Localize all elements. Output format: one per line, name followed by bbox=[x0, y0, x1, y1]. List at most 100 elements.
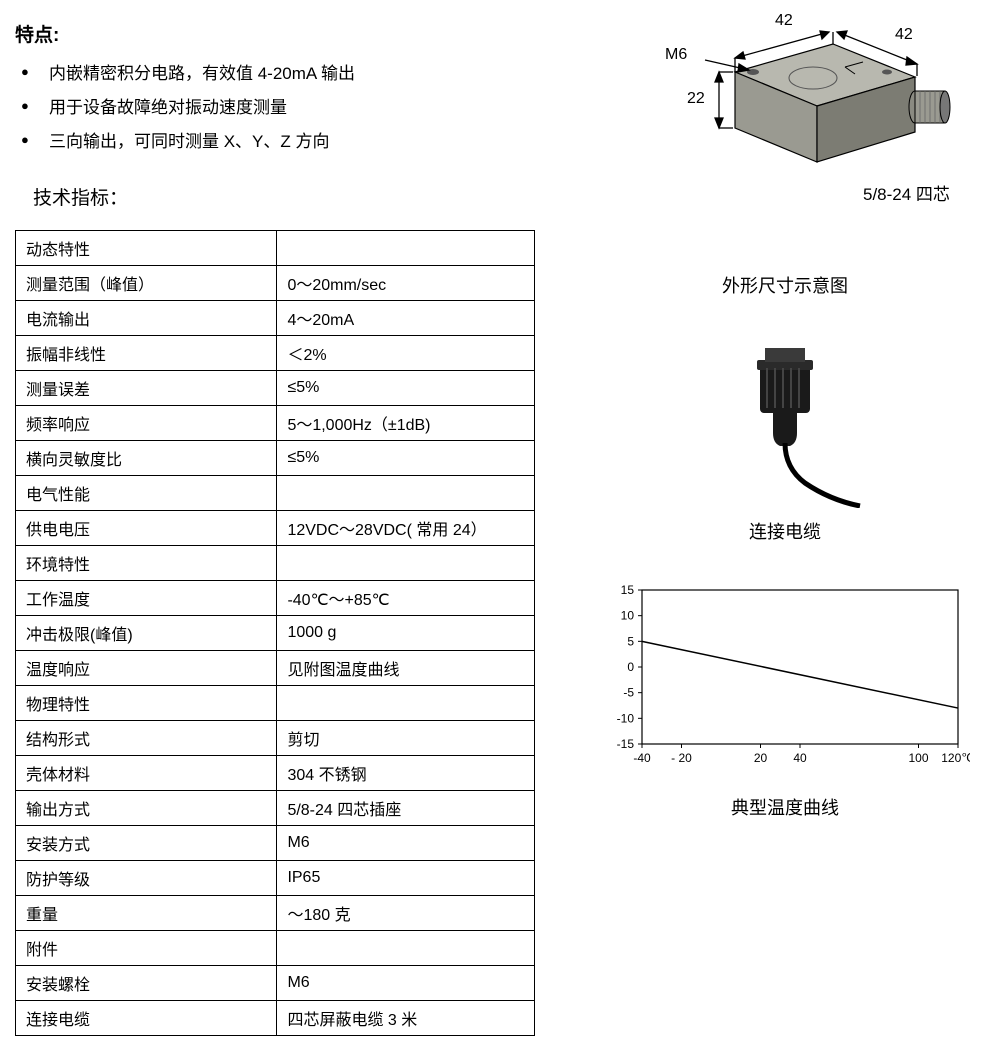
tech-title: 技术指标： bbox=[33, 183, 555, 210]
svg-text:0: 0 bbox=[627, 660, 634, 674]
table-row: 附件 bbox=[16, 931, 535, 966]
feature-item: 三向输出，可同时测量 X、Y、Z 方向 bbox=[21, 125, 555, 159]
spec-label: 重量 bbox=[16, 896, 277, 931]
spec-label: 附件 bbox=[16, 931, 277, 966]
table-row: 输出方式5/8-24 四芯插座 bbox=[16, 791, 535, 826]
chart-caption: 典型温度曲线 bbox=[731, 794, 839, 820]
spec-value: 剪切 bbox=[277, 721, 535, 756]
spec-label: 环境特性 bbox=[16, 546, 277, 581]
spec-label: 输出方式 bbox=[16, 791, 277, 826]
table-row: 环境特性 bbox=[16, 546, 535, 581]
spec-value: 5～1,000Hz（±1dB) bbox=[277, 406, 535, 441]
table-row: 物理特性 bbox=[16, 686, 535, 721]
feature-item: 用于设备故障绝对振动速度测量 bbox=[21, 91, 555, 125]
features-list: 内嵌精密积分电路，有效值 4-20mA 输出 用于设备故障绝对振动速度测量 三向… bbox=[15, 57, 555, 159]
table-row: 电流输出4～20mA bbox=[16, 301, 535, 336]
spec-value: ≤5% bbox=[277, 371, 535, 406]
spec-label: 横向灵敏度比 bbox=[16, 441, 277, 476]
spec-value: 1000 g bbox=[277, 616, 535, 651]
thread-label: M6 bbox=[665, 46, 687, 64]
table-row: 供电电压12VDC～28VDC( 常用 24） bbox=[16, 511, 535, 546]
table-row: 振幅非线性＜2% bbox=[16, 336, 535, 371]
table-row: 壳体材料304 不锈钢 bbox=[16, 756, 535, 791]
svg-text:10: 10 bbox=[621, 609, 635, 623]
spec-value: 5/8-24 四芯插座 bbox=[277, 791, 535, 826]
svg-text:-5: -5 bbox=[623, 686, 634, 700]
spec-label: 电气性能 bbox=[16, 476, 277, 511]
table-row: 防护等级IP65 bbox=[16, 861, 535, 896]
cable-diagram: 连接电缆 bbox=[685, 338, 885, 544]
svg-text:20: 20 bbox=[754, 751, 768, 765]
spec-value bbox=[277, 686, 535, 721]
spec-value: ＜2% bbox=[277, 336, 535, 371]
spec-value: ≤5% bbox=[277, 441, 535, 476]
svg-text:120℃: 120℃ bbox=[941, 751, 970, 765]
spec-value: 12VDC～28VDC( 常用 24） bbox=[277, 511, 535, 546]
spec-label: 电流输出 bbox=[16, 301, 277, 336]
spec-label: 工作温度 bbox=[16, 581, 277, 616]
spec-value: 0～20mm/sec bbox=[277, 266, 535, 301]
dim-top1: 42 bbox=[775, 12, 793, 30]
spec-label: 测量误差 bbox=[16, 371, 277, 406]
spec-value: M6 bbox=[277, 966, 535, 1001]
table-row: 测量误差≤5% bbox=[16, 371, 535, 406]
table-row: 动态特性 bbox=[16, 231, 535, 266]
spec-value: 4～20mA bbox=[277, 301, 535, 336]
table-row: 安装方式M6 bbox=[16, 826, 535, 861]
svg-text:-15: -15 bbox=[617, 737, 635, 751]
dim-top2: 42 bbox=[895, 26, 913, 44]
spec-label: 连接电缆 bbox=[16, 1001, 277, 1036]
spec-label: 温度响应 bbox=[16, 651, 277, 686]
feature-item: 内嵌精密积分电路，有效值 4-20mA 输出 bbox=[21, 57, 555, 91]
table-row: 温度响应见附图温度曲线 bbox=[16, 651, 535, 686]
table-row: 工作温度-40℃～+85℃ bbox=[16, 581, 535, 616]
spec-label: 冲击极限(峰值) bbox=[16, 616, 277, 651]
svg-text:-40: -40 bbox=[633, 751, 651, 765]
temperature-chart: -15 -10 -5 0 5 10 15 -40 - 20 20 40 100 120℃ 典型温度曲线 bbox=[600, 582, 970, 820]
table-row: 电气性能 bbox=[16, 476, 535, 511]
table-row: 安装螺栓M6 bbox=[16, 966, 535, 1001]
spec-label: 壳体材料 bbox=[16, 756, 277, 791]
spec-label: 供电电压 bbox=[16, 511, 277, 546]
spec-label: 结构形式 bbox=[16, 721, 277, 756]
spec-value: 见附图温度曲线 bbox=[277, 651, 535, 686]
svg-text:5: 5 bbox=[627, 634, 634, 648]
table-row: 结构形式剪切 bbox=[16, 721, 535, 756]
spec-value bbox=[277, 231, 535, 266]
spec-value: -40℃～+85℃ bbox=[277, 581, 535, 616]
spec-value: ～180 克 bbox=[277, 896, 535, 931]
spec-label: 安装螺栓 bbox=[16, 966, 277, 1001]
table-row: 测量范围（峰值）0～20mm/sec bbox=[16, 266, 535, 301]
table-row: 连接电缆四芯屏蔽电缆 3 米 bbox=[16, 1001, 535, 1036]
spec-table: 动态特性测量范围（峰值）0～20mm/sec电流输出4～20mA振幅非线性＜2%… bbox=[15, 230, 535, 1036]
spec-label: 防护等级 bbox=[16, 861, 277, 896]
spec-value bbox=[277, 476, 535, 511]
spec-value bbox=[277, 546, 535, 581]
sensor-diagram: 42 42 22 M6 5/8-24 四芯 bbox=[605, 12, 965, 212]
cable-caption: 连接电缆 bbox=[749, 518, 821, 544]
svg-text:100: 100 bbox=[908, 751, 928, 765]
spec-label: 频率响应 bbox=[16, 406, 277, 441]
sensor-caption: 外形尺寸示意图 bbox=[722, 272, 848, 298]
connector-label: 5/8-24 四芯 bbox=[863, 180, 950, 205]
spec-value: 四芯屏蔽电缆 3 米 bbox=[277, 1001, 535, 1036]
spec-label: 安装方式 bbox=[16, 826, 277, 861]
spec-value bbox=[277, 931, 535, 966]
dim-left: 22 bbox=[687, 90, 705, 108]
spec-value: IP65 bbox=[277, 861, 535, 896]
spec-value: 304 不锈钢 bbox=[277, 756, 535, 791]
svg-text:40: 40 bbox=[793, 751, 807, 765]
spec-label: 测量范围（峰值） bbox=[16, 266, 277, 301]
spec-label: 物理特性 bbox=[16, 686, 277, 721]
spec-label: 振幅非线性 bbox=[16, 336, 277, 371]
svg-text:- 20: - 20 bbox=[671, 751, 692, 765]
spec-label: 动态特性 bbox=[16, 231, 277, 266]
svg-text:15: 15 bbox=[621, 583, 635, 597]
table-row: 横向灵敏度比≤5% bbox=[16, 441, 535, 476]
table-row: 冲击极限(峰值)1000 g bbox=[16, 616, 535, 651]
features-title: 特点: bbox=[15, 20, 555, 47]
table-row: 重量～180 克 bbox=[16, 896, 535, 931]
table-row: 频率响应5～1,000Hz（±1dB) bbox=[16, 406, 535, 441]
spec-value: M6 bbox=[277, 826, 535, 861]
svg-text:-10: -10 bbox=[617, 711, 635, 725]
